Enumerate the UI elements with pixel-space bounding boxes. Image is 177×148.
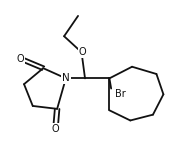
Text: Br: Br <box>115 89 126 99</box>
Text: O: O <box>52 124 59 134</box>
Text: N: N <box>62 73 70 83</box>
Text: O: O <box>79 47 86 57</box>
Text: O: O <box>17 54 24 65</box>
